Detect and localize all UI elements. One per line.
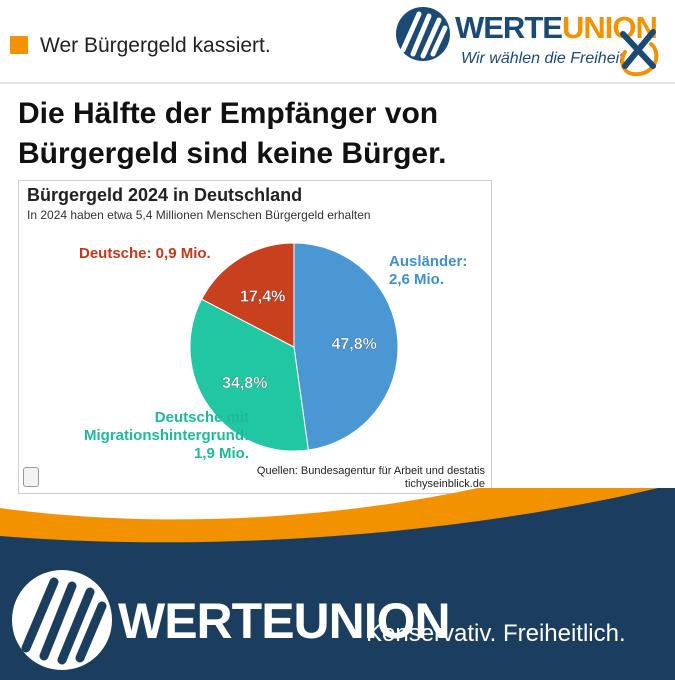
headline-line2: Bürgergeld sind keine Bürger. (18, 137, 447, 170)
slice-label-auslaender-line2: 2,6 Mio. (389, 271, 445, 288)
chart-title: Bürgergeld 2024 in Deutschland (27, 185, 303, 205)
brand-name-part2: UNION (561, 10, 658, 45)
headline: Die Hälfte der Empfänger von Bürgergeld … (18, 94, 578, 174)
sources-line1: Quellen: Bundesagentur für Arbeit und de… (256, 465, 485, 477)
chart-card: 47,8% 34,8% 17,4% Bürgergeld 2024 in Deuts… (18, 180, 492, 494)
footer-brand-name: WERTEUNION (118, 592, 451, 650)
chart-subtitle: In 2024 haben etwa 5,4 Millionen Mensche… (27, 208, 371, 222)
brand-slogan: Wir wählen die Freiheit (461, 50, 624, 67)
pie-slice-migration (189, 298, 309, 452)
slice-label-auslaender: Ausländer: 2,6 Mio. (389, 253, 467, 289)
slice-label-deutsche: Deutsche: 0,9 Mio. (79, 245, 211, 263)
pie-value-label-deutsche: 17,4% (240, 288, 285, 305)
orange-tag-square (10, 36, 28, 54)
brand-name: WERTEUNION (455, 10, 658, 46)
pie-slice-deutsche (200, 242, 295, 348)
brand-name-part1: WERTE (455, 10, 563, 45)
footer-slogan: Konservativ. Freiheitlich. (366, 620, 626, 647)
chart-sources: Quellen: Bundesagentur für Arbeit und de… (257, 465, 485, 491)
slice-label-migration-line1: Deutsche mit (154, 409, 249, 426)
header-tag-text: Wer Bürgergeld kassiert. (40, 34, 271, 57)
sources-line2[interactable]: tichyseinblick.de (404, 478, 485, 490)
header-divider (0, 82, 675, 84)
ballot-cross-icon (620, 29, 659, 77)
footer-band (0, 488, 675, 680)
brand-stripes-icon (396, 7, 450, 61)
slice-label-auslaender-line1: Ausländer: (389, 253, 468, 270)
slice-label-migration-line3: 1,9 Mio. (193, 445, 249, 462)
headline-line1: Die Hälfte der Empfänger von (18, 97, 439, 130)
slice-label-deutsche-line1: Deutsche: 0,9 Mio. (79, 245, 211, 262)
slice-label-migration: Deutsche mit Migrationshintergrund: 1,9 … (84, 409, 249, 463)
pie-value-label-migration: 34,8% (222, 375, 267, 392)
brand-logo-top[interactable]: WERTEUNION Wir wählen die Freiheit (393, 6, 663, 78)
pie-chart: 47,8% 34,8% 17,4% (189, 242, 399, 452)
footer-brand-name-part2: UNION (293, 593, 451, 649)
pie-slice-auslaender (293, 242, 399, 451)
slice-label-migration-line2: Migrationshintergrund: (84, 427, 249, 444)
pie-value-label-auslaender: 47,8% (331, 336, 376, 353)
publisher-logo-icon (23, 467, 39, 487)
footer-brand-stripes-icon (12, 570, 112, 670)
footer-brand-name-part1: WERTE (118, 593, 295, 649)
